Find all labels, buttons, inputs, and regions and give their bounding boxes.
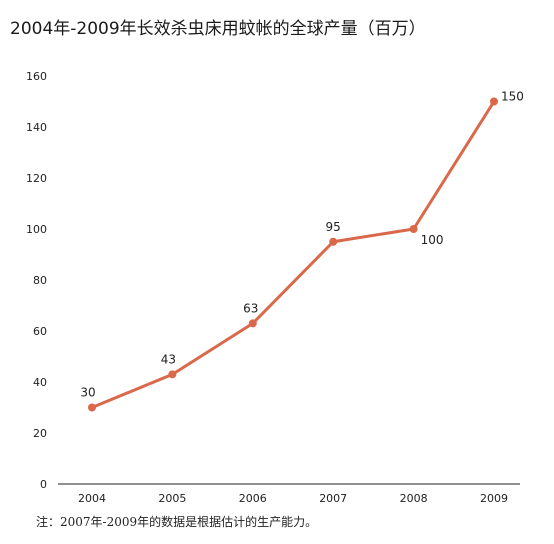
y-tick-label: 160: [26, 70, 47, 83]
data-label: 30: [80, 386, 95, 400]
y-tick-label: 120: [26, 172, 47, 185]
series-line: [91, 100, 496, 409]
data-point: [409, 225, 418, 233]
data-point: [88, 403, 96, 412]
data-labels: 30 43 63 95 100 150: [80, 90, 524, 400]
data-label: 43: [161, 352, 176, 366]
data-label: 95: [326, 220, 341, 234]
y-tick-label: 100: [26, 223, 47, 236]
y-tick-label: 60: [33, 325, 47, 338]
data-label: 100: [421, 233, 444, 247]
y-tick-label: 20: [33, 427, 47, 440]
x-tick-label: 2005: [158, 492, 186, 505]
data-points: [88, 97, 498, 412]
y-tick-label: 80: [33, 274, 47, 287]
data-label: 63: [243, 301, 258, 315]
y-tick-label: 0: [40, 478, 47, 491]
chart-title: 2004年-2009年长效杀虫床用蚊帐的全球产量（百万）: [10, 19, 426, 39]
footnote: 注：2007年-2009年的数据是根据估计的生产能力。: [36, 515, 318, 529]
x-tick-label: 2004: [78, 492, 106, 505]
x-axis-ticks: 2004 2005 2006 2007 2008 2009: [78, 492, 508, 505]
y-tick-label: 40: [33, 376, 47, 389]
y-tick-label: 140: [26, 121, 47, 134]
data-label: 150: [501, 90, 524, 104]
x-tick-label: 2008: [400, 492, 428, 505]
data-point: [168, 370, 177, 379]
x-tick-label: 2006: [239, 492, 267, 505]
x-tick-label: 2007: [319, 492, 347, 505]
data-point: [490, 97, 498, 106]
x-tick-label: 2009: [480, 492, 508, 505]
y-axis-ticks: 0 20 40 60 80 100 120 140 160: [26, 70, 47, 491]
data-point: [248, 319, 257, 328]
data-point: [329, 237, 338, 246]
